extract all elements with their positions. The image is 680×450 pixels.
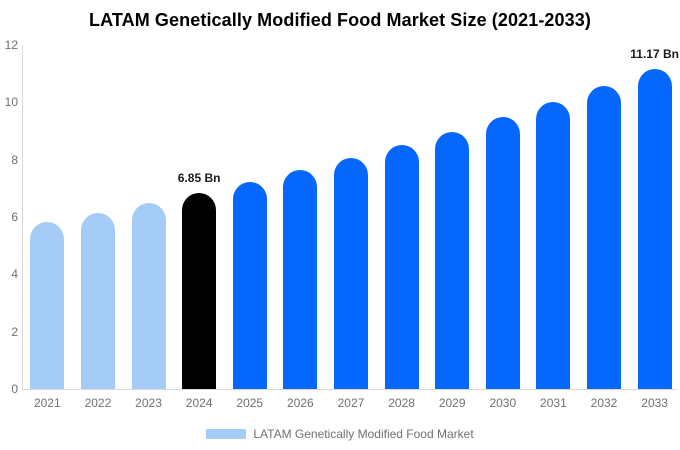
bar-2028[interactable] [384,145,419,389]
x-axis-label: 2025 [236,396,264,410]
y-tick-label: 10 [4,95,18,110]
x-axis-label: 2027 [337,396,365,410]
bar-2023[interactable] [131,202,166,389]
x-axis-label: 2030 [489,396,517,410]
y-tick-label: 2 [11,324,18,339]
x-axis-label: 2024 [185,396,213,410]
x-axis-label: 2028 [388,396,415,410]
bar-column [275,170,326,389]
x-axis-line [22,389,677,390]
bar-column: 6.85 Bn [174,171,225,389]
x-axis-label: 2022 [84,396,112,410]
bar-2033[interactable]: 11.17 Bn [630,47,679,389]
bar-2032[interactable] [587,86,621,389]
x-axis-label: 2031 [540,396,567,410]
y-tick-label: 4 [11,267,18,282]
x-axis-label: 2021 [33,396,61,410]
bar-2022[interactable] [80,212,115,389]
legend-swatch-icon [206,429,247,439]
x-axis-label: 2026 [287,396,314,410]
bar-2029[interactable] [435,131,470,389]
y-tick-label: 8 [11,152,18,167]
bar-column [73,212,124,389]
bar-column [224,181,275,389]
bar-2021[interactable] [30,222,65,389]
y-tick-label: 12 [4,38,18,52]
bar-column [528,102,579,389]
bar-column [123,202,174,389]
x-axis-label: 2033 [641,396,668,410]
chart-title: LATAM Genetically Modified Food Market S… [89,10,591,30]
bar-2026[interactable] [283,170,318,389]
y-axis-line [22,45,23,390]
bar-column [477,117,528,389]
legend-item[interactable]: LATAM Genetically Modified Food Market [0,427,680,441]
bar-2030[interactable] [485,117,520,389]
bar-value-label: 11.17 Bn [630,46,679,61]
y-tick-label: 0 [11,382,18,396]
x-axis-label: 2029 [438,396,466,410]
x-axis-labels: 2021 2022 2023 2024 2025 2026 2027 2028 2029 2030… [22,396,680,410]
bar-2024[interactable]: 6.85 Bn [178,171,220,389]
bar-2027[interactable] [333,157,368,389]
bar-column [376,145,427,389]
x-axis-label: 2023 [135,396,162,410]
bar-value-label: 6.85 Bn [177,170,221,185]
bar-column [427,131,478,389]
bar-2031[interactable] [536,102,571,389]
bar-column [579,86,630,389]
bar-column [22,222,73,389]
plot-area: 0 2 4 6 8 10 12 6.85 Bn 11.17 Bn [0,38,680,396]
bar-2025[interactable] [232,181,267,389]
legend-label: LATAM Genetically Modified Food Market [253,427,474,441]
x-axis-label: 2032 [590,396,618,410]
y-tick-label: 6 [11,210,18,224]
bar-column: 11.17 Bn [629,47,680,389]
bars-container: 6.85 Bn 11.17 Bn [22,45,680,389]
bar-column [326,157,377,389]
